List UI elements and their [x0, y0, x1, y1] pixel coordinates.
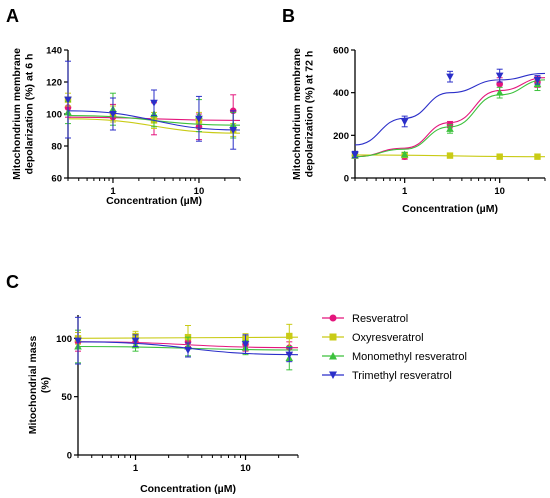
data-point: [229, 127, 237, 134]
data-point: [184, 347, 192, 354]
y-tick-label: 60: [51, 174, 62, 185]
y-tick-label: 100: [46, 110, 62, 121]
y-tick-label: 80: [51, 142, 62, 153]
x-tick-label: 10: [240, 463, 251, 474]
fit-curve: [354, 72, 546, 146]
x-axis-label: Concentration (µM): [402, 203, 498, 215]
legend-entry-resveratrol: Resveratrol: [322, 313, 408, 325]
data-point: [195, 115, 203, 123]
data-point: [400, 150, 409, 158]
data-point: [285, 351, 294, 359]
fit-curve: [354, 77, 546, 158]
y-axis-label: Mitochondrium membranedepolarization (%)…: [291, 48, 316, 180]
data-point: [495, 88, 504, 96]
legend-marker: [329, 352, 337, 360]
data-point: [241, 341, 250, 349]
data-point: [351, 151, 359, 159]
data-point: [400, 118, 409, 126]
fit-curve: [67, 110, 241, 131]
panel-letter-a: A: [6, 6, 19, 26]
legend-label: Trimethyl resveratrol: [352, 370, 452, 382]
legend-marker: [329, 333, 337, 341]
data-point: [131, 337, 140, 345]
x-axis-label: Concentration (µM): [106, 195, 202, 207]
y-tick-label: 50: [61, 392, 72, 403]
x-tick-label: 1: [133, 463, 139, 474]
y-tick-label: 400: [333, 88, 349, 99]
x-tick-label: 10: [494, 186, 505, 197]
legend: Resveratrol Oxyresveratrol Monomethyl re…: [322, 313, 467, 382]
series-monomethyl-resveratrol: [351, 77, 546, 159]
series-trimethyl-resveratrol: [64, 60, 241, 150]
y-tick-label: 200: [333, 131, 349, 142]
y-tick-label: 100: [56, 334, 72, 345]
data-point: [446, 124, 454, 132]
y-tick-label: 0: [344, 174, 349, 185]
y-tick-label: 140: [46, 46, 62, 57]
fit-curve: [354, 79, 546, 158]
legend-entry-trimethyl-resveratrol: Trimethyl resveratrol: [322, 370, 452, 382]
x-tick-label: 10: [194, 186, 205, 197]
legend-label: Monomethyl resveratrol: [352, 351, 467, 363]
legend-entry-oxyresveratrol: Oxyresveratrol: [322, 332, 424, 344]
data-point: [64, 96, 72, 104]
y-tick-label: 120: [46, 78, 62, 89]
series-trimethyl-resveratrol: [74, 316, 299, 365]
legend-marker: [329, 371, 337, 379]
legend-label: Oxyresveratrol: [352, 332, 424, 344]
series-resveratrol: [351, 76, 546, 160]
data-point: [150, 99, 158, 107]
series-trimethyl-resveratrol: [351, 68, 546, 159]
data-point: [286, 332, 293, 340]
legend-entry-monomethyl-resveratrol: Monomethyl resveratrol: [322, 351, 467, 363]
legend-label: Resveratrol: [352, 313, 408, 325]
data-point: [109, 111, 117, 118]
panel-letter-b: B: [282, 6, 295, 26]
data-point: [74, 337, 82, 345]
y-tick-label: 600: [333, 46, 349, 57]
chart-panel-c: 0 50 100 1 10 Concentration (µM) Mitochondrial…: [27, 315, 299, 495]
x-axis-label: Concentration (µM): [140, 483, 236, 495]
data-point: [496, 153, 503, 160]
chart-panel-b: 0 200 400 600 1 10 Concentration (µM) Mitochond…: [291, 46, 546, 215]
x-tick-label: 1: [402, 186, 408, 197]
data-point: [533, 76, 542, 84]
data-point: [534, 153, 541, 160]
y-tick-label: 0: [67, 451, 72, 462]
data-point: [446, 152, 454, 159]
y-axis-label: Mitochondrial mass(%): [27, 336, 52, 435]
legend-marker: [329, 314, 337, 322]
panel-letter-c: C: [6, 272, 19, 292]
data-point: [495, 72, 504, 80]
data-point: [446, 73, 454, 81]
x-tick-label: 1: [110, 186, 116, 197]
y-axis-label: Mitochondrium membranedepolarization (%)…: [11, 48, 36, 180]
